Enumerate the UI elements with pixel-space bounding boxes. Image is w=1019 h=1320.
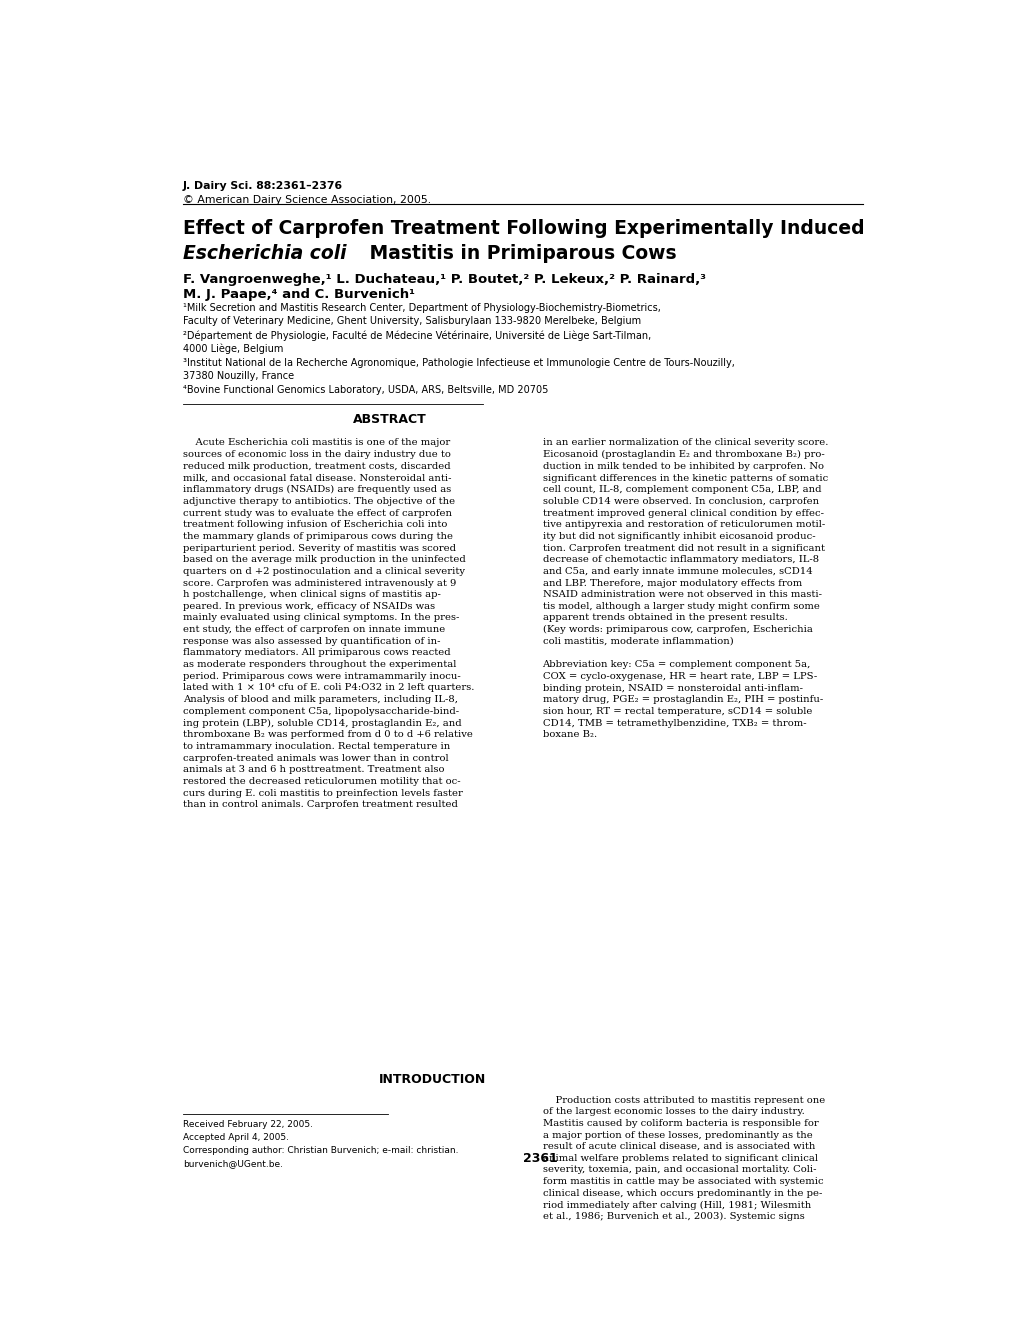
Text: J. Dairy Sci. 88:2361–2376: J. Dairy Sci. 88:2361–2376 [182,181,342,191]
Text: F. Vangroenweghe,¹ L. Duchateau,¹ P. Boutet,² P. Lekeux,² P. Rainard,³: F. Vangroenweghe,¹ L. Duchateau,¹ P. Bou… [182,273,705,286]
Text: ³Institut National de la Recherche Agronomique, Pathologie Infectieuse et Immuno: ³Institut National de la Recherche Agron… [182,358,734,367]
Text: Acute Escherichia coli mastitis is one of the major
sources of economic loss in : Acute Escherichia coli mastitis is one o… [182,438,474,809]
Text: ⁴Bovine Functional Genomics Laboratory, USDA, ARS, Beltsville, MD 20705: ⁴Bovine Functional Genomics Laboratory, … [182,385,547,395]
Text: burvenich@UGent.be.: burvenich@UGent.be. [182,1159,282,1168]
Text: INTRODUCTION: INTRODUCTION [378,1073,486,1086]
Text: Accepted April 4, 2005.: Accepted April 4, 2005. [182,1133,288,1142]
Text: M. J. Paape,⁴ and C. Burvenich¹: M. J. Paape,⁴ and C. Burvenich¹ [182,289,415,301]
Text: Effect of Carprofen Treatment Following Experimentally Induced: Effect of Carprofen Treatment Following … [182,219,864,239]
Text: ABSTRACT: ABSTRACT [353,413,426,426]
Text: ¹Milk Secretion and Mastitis Research Center, Department of Physiology-Biochemis: ¹Milk Secretion and Mastitis Research Ce… [182,302,660,313]
Text: 4000 Liège, Belgium: 4000 Liège, Belgium [182,345,283,354]
Text: in an earlier normalization of the clinical severity score.
Eicosanoid (prostagl: in an earlier normalization of the clini… [542,438,827,739]
Text: Escherichia coli: Escherichia coli [182,244,346,263]
Text: Mastitis in Primiparous Cows: Mastitis in Primiparous Cows [363,244,676,263]
Text: Faculty of Veterinary Medicine, Ghent University, Salisburylaan 133-9820 Merelbe: Faculty of Veterinary Medicine, Ghent Un… [182,317,640,326]
Text: 2361: 2361 [522,1152,557,1166]
Text: Corresponding author: Christian Burvenich; e-mail: christian.: Corresponding author: Christian Burvenic… [182,1146,458,1155]
Text: Received February 22, 2005.: Received February 22, 2005. [182,1119,313,1129]
Text: Production costs attributed to mastitis represent one
of the largest economic lo: Production costs attributed to mastitis … [542,1096,824,1221]
Text: 37380 Nouzilly, France: 37380 Nouzilly, France [182,371,293,381]
Text: ²Département de Physiologie, Faculté de Médecine Vétérinaire, Université de Lièg: ²Département de Physiologie, Faculté de … [182,330,650,341]
Text: © American Dairy Science Association, 2005.: © American Dairy Science Association, 20… [182,195,431,205]
